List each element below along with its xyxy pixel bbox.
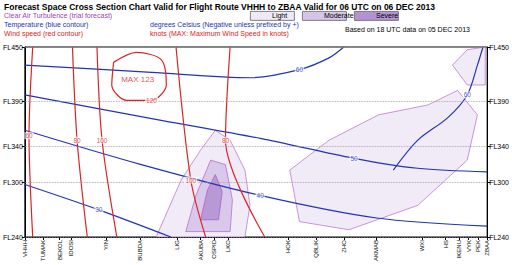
svg-text:FL450: FL450 xyxy=(3,44,23,51)
svg-text:80: 80 xyxy=(73,137,81,144)
svg-text:BEKOL: BEKOL xyxy=(57,239,63,260)
svg-text:ZHO: ZHO xyxy=(341,240,347,253)
svg-text:BUBDA: BUBDA xyxy=(137,240,143,261)
svg-text:FL450: FL450 xyxy=(489,44,509,51)
svg-text:PEK: PEK xyxy=(475,240,481,252)
svg-text:60: 60 xyxy=(296,66,304,73)
svg-text:Forecast Space Cross Section C: Forecast Space Cross Section Chart Valid… xyxy=(4,2,435,12)
svg-text:80: 80 xyxy=(222,137,230,144)
svg-text:100: 100 xyxy=(97,137,108,144)
svg-text:HS: HS xyxy=(443,240,449,248)
svg-text:ZBAA: ZBAA xyxy=(484,240,490,256)
svg-text:TUMAK: TUMAK xyxy=(40,240,46,261)
svg-text:MAX 123: MAX 123 xyxy=(121,75,154,84)
svg-text:VHHH: VHHH xyxy=(22,240,28,257)
svg-text:50: 50 xyxy=(350,155,358,162)
svg-text:FL240: FL240 xyxy=(3,234,23,241)
svg-text:AKUBA: AKUBA xyxy=(198,240,204,260)
svg-text:FL340: FL340 xyxy=(489,143,509,150)
svg-text:degrees Celsius (Negative unle: degrees Celsius (Negative unless prefixe… xyxy=(150,21,299,29)
svg-text:Wind speed (red contour): Wind speed (red contour) xyxy=(4,30,83,38)
svg-text:LKO: LKO xyxy=(225,240,231,252)
svg-text:HOK: HOK xyxy=(285,240,291,253)
svg-text:30: 30 xyxy=(95,206,103,213)
svg-text:Light: Light xyxy=(272,12,287,20)
svg-text:VYK: VYK xyxy=(466,240,472,252)
svg-text:YIN: YIN xyxy=(103,240,109,250)
svg-text:QBLIK: QBLIK xyxy=(313,240,319,258)
svg-text:Moderate: Moderate xyxy=(324,12,354,19)
svg-text:OSPID: OSPID xyxy=(211,239,217,258)
svg-text:FL390: FL390 xyxy=(3,98,23,105)
svg-text:LIG: LIG xyxy=(174,240,180,250)
svg-text:120: 120 xyxy=(146,97,157,104)
svg-text:40: 40 xyxy=(257,192,265,199)
svg-text:FL340: FL340 xyxy=(3,143,23,150)
svg-text:AKMAB: AKMAB xyxy=(373,240,379,261)
svg-text:60: 60 xyxy=(25,132,33,139)
svg-text:Temperature (blue contour): Temperature (blue contour) xyxy=(4,21,88,29)
svg-text:IDOSI: IDOSI xyxy=(68,240,74,257)
svg-text:Based on 18 UTC data on 05 DEC: Based on 18 UTC data on 05 DEC 2013 xyxy=(345,26,470,33)
svg-text:100: 100 xyxy=(185,177,196,184)
svg-text:WXI: WXI xyxy=(419,240,425,252)
svg-text:FL300: FL300 xyxy=(489,179,509,186)
svg-text:60: 60 xyxy=(464,91,472,98)
svg-text:FL300: FL300 xyxy=(3,179,23,186)
svg-text:FL240: FL240 xyxy=(489,234,509,241)
svg-text:Severe: Severe xyxy=(376,12,398,19)
svg-text:knots (MAX: Maximum Wind Speed: knots (MAX: Maximum Wind Speed in knots) xyxy=(150,30,289,38)
svg-text:Clear Air Turbulence (trial fo: Clear Air Turbulence (trial forecast) xyxy=(4,12,112,20)
svg-text:IKENU: IKENU xyxy=(456,240,462,258)
svg-text:FL390: FL390 xyxy=(489,98,509,105)
